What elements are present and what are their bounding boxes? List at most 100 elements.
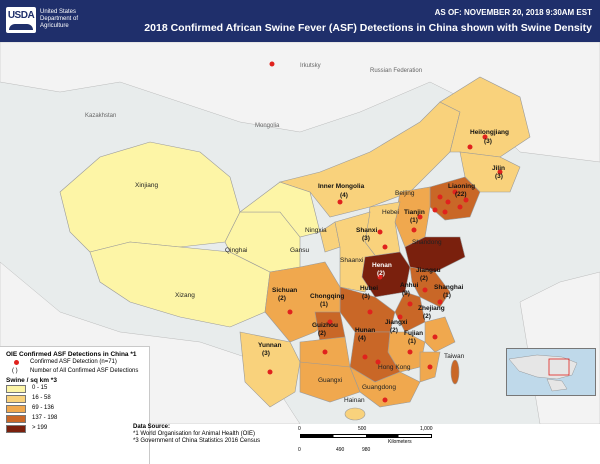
province-count-chongqing: (1)	[320, 301, 328, 308]
legend: OIE Confirmed ASF Detections in China *1…	[0, 346, 150, 464]
province-label-hebei: Hebei	[382, 209, 399, 216]
scale-bar: 0 500 1,000 Kilometers 0 490 980	[296, 422, 446, 462]
detection-dot	[407, 349, 413, 355]
province-label-jilin-count: (3)	[495, 173, 503, 180]
inset-landmass	[546, 378, 568, 392]
inset-svg	[508, 354, 578, 392]
province-label-qinghai: Qinghai	[225, 247, 247, 254]
country-label-kazakhstan: Kazakhstan	[85, 113, 116, 119]
province-label-shanghai: Shanghai	[434, 284, 463, 291]
detection-dot	[411, 227, 417, 233]
detection-dot	[337, 199, 343, 205]
province-count-heilongjiang: (3)	[484, 138, 492, 145]
legend-class-row: 137 - 198	[6, 414, 143, 424]
province-count-anhui: (9)	[402, 290, 410, 297]
legend-dot-row: Confirmed ASF Detection (n=71)	[6, 358, 143, 367]
province-count-henan: (2)	[377, 270, 385, 277]
detection-dot	[422, 287, 428, 293]
detection-dot	[362, 354, 368, 360]
detection-dot	[437, 194, 443, 200]
province-label-zhejiang: Zhejiang	[418, 305, 445, 312]
province-label-sichuan: Sichuan	[272, 287, 297, 294]
scale-tick-bottom: 490	[336, 447, 345, 453]
country-label-mongolia: Mongolia	[255, 123, 280, 129]
detection-dot	[482, 134, 488, 140]
neighbor-countries	[0, 42, 600, 163]
detection-dot	[417, 214, 423, 220]
detection-dot	[375, 359, 381, 365]
province-label-hubei: Hubei	[360, 285, 378, 292]
province-label-yunnan: Yunnan	[258, 342, 282, 349]
agency-line: Agriculture	[40, 23, 69, 29]
province-label-liaoning: Liaoning	[448, 183, 475, 190]
density-class-label: 16 - 58	[32, 395, 51, 401]
detection-dot	[367, 309, 373, 315]
province-count-shanxi: (3)	[362, 235, 370, 242]
province-label-shanxi: Shanxi	[356, 227, 378, 234]
detection-dot	[322, 349, 328, 355]
detection-dot	[377, 229, 383, 235]
agency-name: United States Department of Agriculture	[40, 9, 110, 30]
detection-dot-icon	[14, 360, 19, 365]
detection-dot	[377, 274, 383, 280]
scale-tick-top: 0	[298, 426, 301, 432]
province-label-chongqing: Chongqing	[310, 293, 344, 300]
density-class-label: 0 - 15	[32, 385, 48, 391]
province-label-gansu: Gansu	[290, 247, 310, 254]
province-count-sichuan: (2)	[278, 295, 286, 302]
detection-dot	[397, 314, 403, 320]
province-label-guizhou: Guizhou	[312, 322, 338, 329]
detection-dot	[382, 244, 388, 250]
legend-title: OIE Confirmed ASF Detections in China *1	[6, 351, 137, 358]
province-label-anhui: Anhui	[400, 282, 419, 289]
detection-dot	[467, 144, 473, 150]
province-label-tianjin: Tianjin	[404, 209, 425, 216]
province-label-ningxia: Ningxia	[305, 227, 327, 234]
region-xinjiang	[59, 141, 241, 253]
density-swatch	[6, 385, 26, 393]
region-anhui	[394, 291, 426, 333]
province-count-zhejiang: (2)	[423, 313, 431, 320]
detection-dot	[287, 309, 293, 315]
province-label-taiwan: Taiwan	[444, 353, 465, 360]
detection-dot	[437, 299, 443, 305]
detection-dot	[452, 189, 458, 195]
province-count-liaoning: (22)	[455, 191, 467, 198]
province-count-hunan: (4)	[358, 335, 366, 342]
density-swatch	[6, 405, 26, 413]
inset-landmass	[508, 354, 578, 380]
province-label-beijing: Beijing	[395, 190, 415, 197]
scale-tick-top: 500	[358, 426, 367, 432]
legend-class-row: 0 - 15	[6, 384, 143, 394]
province-label-guangxi: Guangxi	[318, 377, 342, 384]
province-label-shandong: Shandong	[412, 239, 442, 246]
density-class-label: 69 - 136	[32, 405, 55, 411]
province-label-shaanxi: Shaanxi	[340, 257, 364, 264]
province-count-guizhou: (2)	[318, 330, 326, 337]
source-title: Data Source:	[133, 424, 171, 430]
agency-line: United States	[40, 9, 77, 15]
parenthesis-symbol: ( )	[12, 368, 18, 374]
density-class-label: > 199	[32, 425, 48, 431]
province-label-henan: Henan	[372, 262, 392, 269]
map-title: 2018 Confirmed African Swine Fever (ASF)…	[144, 22, 592, 34]
detection-dot	[457, 204, 463, 210]
region-hainan	[344, 407, 366, 421]
place-label-irkutsk: Irkutsky	[300, 63, 321, 69]
header-banner: USDA United States Department of Agricul…	[0, 0, 600, 42]
detection-dots	[267, 61, 503, 403]
detection-dot	[327, 319, 333, 325]
province-label-xizang: Xizang	[175, 292, 195, 299]
swine-density-title: Swine / sq km *3	[6, 377, 57, 384]
legend-class-row: > 199	[6, 424, 143, 434]
province-count-hubei: (3)	[362, 293, 370, 300]
detection-dot	[497, 169, 503, 175]
density-class-label: 137 - 198	[32, 415, 58, 421]
province-count-jiangsu: (2)	[420, 275, 428, 282]
province-label-inner-mongolia: Inner Mongolia	[318, 183, 365, 190]
province-count-shanghai: (1)	[443, 292, 451, 299]
agency-line: Department of	[40, 16, 79, 22]
data-source: Data Source: *1 World Organisation for A…	[133, 424, 303, 445]
province-count-yunnan: (3)	[262, 350, 270, 357]
province-label-fujian: Fujian	[404, 330, 423, 337]
